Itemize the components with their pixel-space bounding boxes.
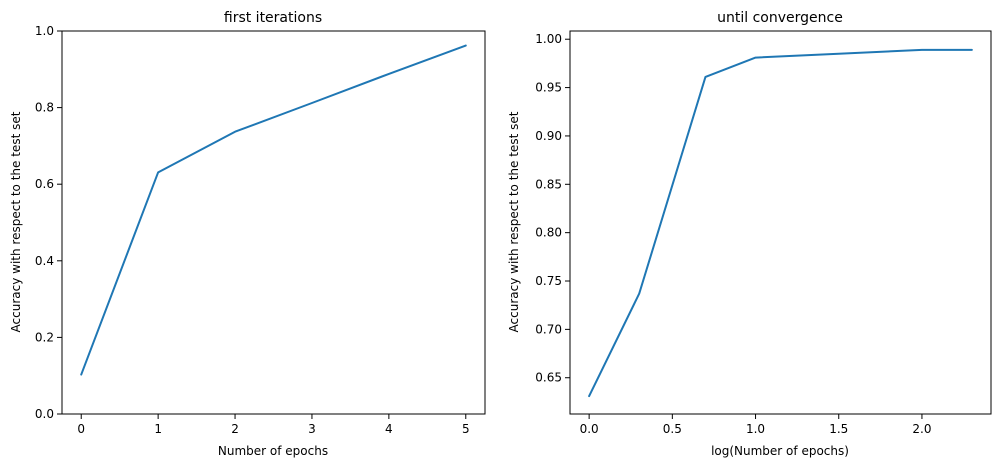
y-tick-label: 0.65	[535, 371, 562, 385]
x-axis-label: log(Number of epochs)	[711, 444, 849, 458]
y-tick-label: 0.70	[535, 322, 562, 336]
chart-right: until convergence log(Number of epochs) …	[507, 10, 992, 458]
y-tick-label: 0.8	[35, 101, 54, 115]
y-tick-label: 1.0	[35, 24, 54, 38]
series-line	[80, 44, 467, 376]
y-tick-label: 0.95	[535, 81, 562, 95]
x-tick-label: 4	[385, 422, 393, 436]
y-tick-label: 0.85	[535, 177, 562, 191]
y-tick-label: 1.00	[535, 32, 562, 46]
x-tick-label: 0.0	[580, 422, 599, 436]
y-tick-label: 0.0	[35, 407, 54, 421]
chart-left: first iterations Number of epochs Accura…	[9, 10, 486, 458]
x-tick-label: 1.0	[746, 422, 765, 436]
y-tick-label: 0.80	[535, 226, 562, 240]
axes-frame	[61, 30, 486, 415]
x-tick-label: 2.0	[912, 422, 931, 436]
y-axis-label: Accuracy with respect to the test set	[507, 111, 521, 332]
x-tick-label: 1	[154, 422, 162, 436]
x-tick-label: 3	[308, 422, 316, 436]
y-axis-label: Accuracy with respect to the test set	[9, 111, 23, 332]
x-tick-label: 0	[77, 422, 85, 436]
y-tick-label: 0.90	[535, 129, 562, 143]
y-tick-label: 0.4	[35, 254, 54, 268]
x-tick-label: 1.5	[829, 422, 848, 436]
chart-title: first iterations	[224, 10, 322, 26]
y-tick-label: 0.6	[35, 177, 54, 191]
y-tick-label: 0.2	[35, 330, 54, 344]
x-axis-label: Number of epochs	[218, 444, 328, 458]
x-tick-label: 2	[231, 422, 239, 436]
x-tick-label: 5	[462, 422, 470, 436]
chart-title: until convergence	[717, 10, 843, 26]
axes-frame	[569, 30, 992, 415]
y-tick-label: 0.75	[535, 274, 562, 288]
x-tick-label: 0.5	[663, 422, 682, 436]
series-line	[588, 48, 973, 398]
